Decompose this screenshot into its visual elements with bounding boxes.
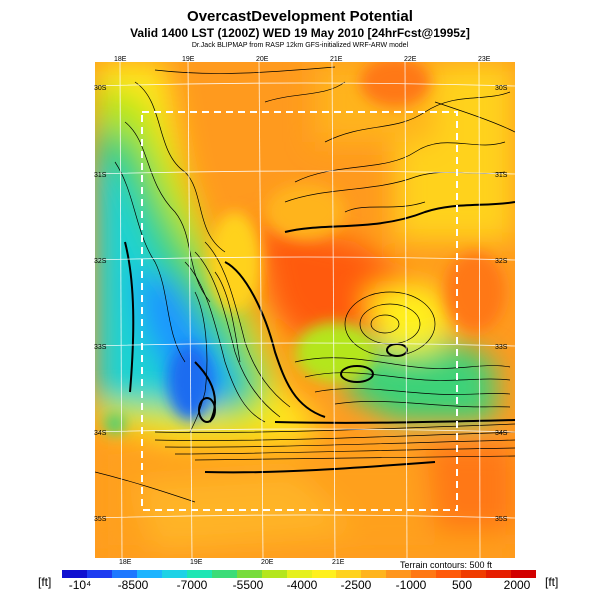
color-scale-bar <box>62 570 537 578</box>
color-scale-swatch <box>436 570 462 578</box>
color-scale-swatch <box>311 570 337 578</box>
legend-tick: -4000 <box>286 578 318 592</box>
color-scale-swatch <box>111 570 137 578</box>
color-scale-swatch <box>511 570 537 578</box>
color-scale-swatch <box>136 570 162 578</box>
map-title: OvercastDevelopment Potential <box>187 8 413 25</box>
map-credit: Dr.Jack BLIPMAP from RASP 12km GFS-initi… <box>191 42 409 49</box>
inner-domain-box <box>141 111 458 511</box>
legend-tick: -8500 <box>117 578 149 592</box>
color-scale-swatch <box>86 570 112 578</box>
lon-top-label: 23E <box>478 56 491 63</box>
color-scale-swatch <box>461 570 487 578</box>
terrain-contour-note: Terrain contours: 500 ft <box>400 560 493 570</box>
legend-tick: -10⁴ <box>68 578 92 592</box>
lat-left-label: 31S <box>94 172 107 179</box>
legend-tick: -1000 <box>395 578 427 592</box>
lon-top-label: 21E <box>330 56 343 63</box>
lon-top-label: 22E <box>404 56 417 63</box>
map-subtitle: Valid 1400 LST (1200Z) WED 19 May 2010 [… <box>130 26 470 40</box>
color-scale-swatch <box>261 570 287 578</box>
color-scale-swatch <box>211 570 237 578</box>
legend-unit-right: [ft] <box>545 575 559 589</box>
terrain-contours <box>95 66 515 503</box>
lon-bottom-label: 20E <box>261 559 274 566</box>
lat-left-label: 32S <box>94 258 107 265</box>
lon-top-label: 18E <box>114 56 127 63</box>
field-shading <box>95 62 515 558</box>
legend-tick: 500 <box>451 578 473 592</box>
color-scale-swatch <box>62 570 87 578</box>
color-scale-swatch <box>336 570 362 578</box>
legend-tick: -2500 <box>340 578 372 592</box>
legend-unit-left: [ft] <box>38 575 52 589</box>
forecast-map <box>95 62 515 558</box>
lat-left-label: 35S <box>94 516 107 523</box>
color-scale-swatch <box>161 570 187 578</box>
legend-tick: -5500 <box>232 578 264 592</box>
color-scale-swatch <box>361 570 387 578</box>
lon-bottom-label: 18E <box>119 559 132 566</box>
lat-right-label: 31S <box>495 172 508 179</box>
color-scale-swatch <box>486 570 512 578</box>
legend-tick: 2000 <box>503 578 531 592</box>
lat-right-label: 33S <box>495 344 508 351</box>
color-scale-swatch <box>386 570 412 578</box>
bold-contours <box>124 201 515 474</box>
lat-right-label: 34S <box>495 430 508 437</box>
lon-bottom-label: 19E <box>190 559 203 566</box>
color-scale-swatch <box>286 570 312 578</box>
color-scale-swatch <box>186 570 212 578</box>
color-scale-swatch <box>236 570 262 578</box>
lat-right-label: 32S <box>495 258 508 265</box>
lat-left-label: 30S <box>94 85 107 92</box>
lon-top-label: 19E <box>182 56 195 63</box>
lat-left-label: 34S <box>94 430 107 437</box>
color-scale-swatch <box>411 570 437 578</box>
graticule <box>95 62 515 558</box>
lon-bottom-label: 21E <box>332 559 345 566</box>
lat-right-label: 30S <box>495 85 508 92</box>
lat-left-label: 33S <box>94 344 107 351</box>
lat-right-label: 35S <box>495 516 508 523</box>
lon-top-label: 20E <box>256 56 269 63</box>
legend-tick: -7000 <box>176 578 208 592</box>
